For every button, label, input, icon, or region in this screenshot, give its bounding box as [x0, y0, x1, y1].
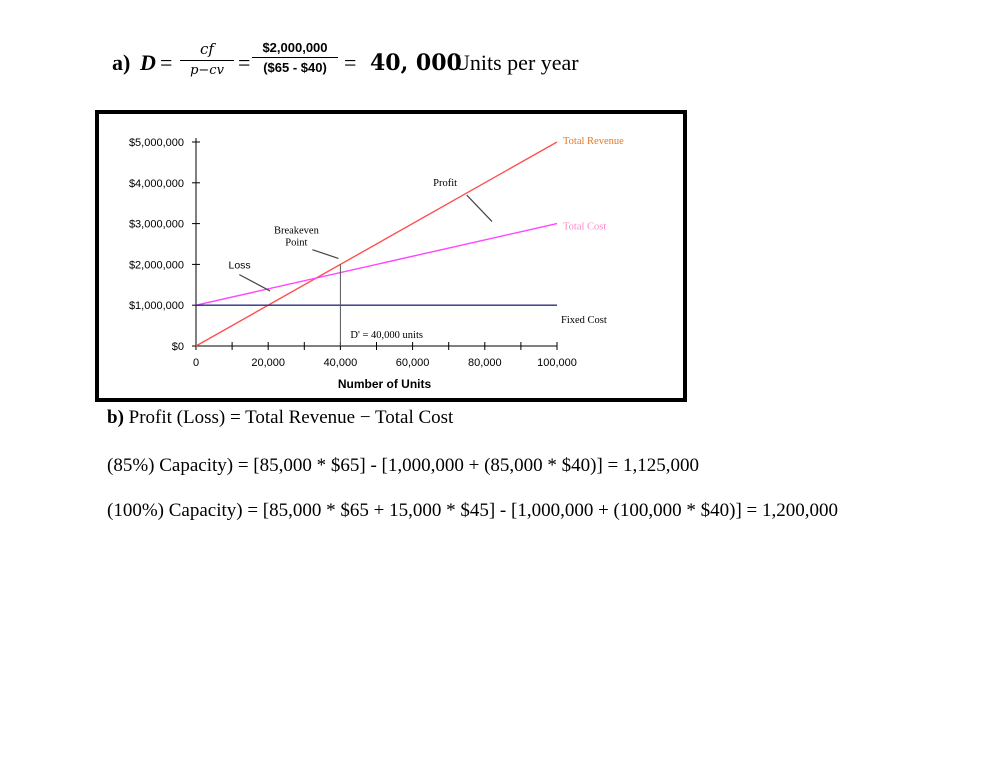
- numeric-fraction: $2,000,000 ($65 - $40): [252, 40, 338, 75]
- y-tick-label: $1,000,000: [129, 300, 184, 312]
- breakeven-annotation: Breakeven: [274, 226, 320, 237]
- series-line: [195, 141, 558, 347]
- formula-result: 40, 000: [370, 50, 462, 76]
- capacity-85-equation: (85%) Capacity) = [85,000 * $65] - [1,00…: [107, 455, 700, 476]
- chart-canvas: $0 $1,000,000 $2,000,000 $3,000,000 $4,000,0…: [129, 136, 624, 391]
- y-tick-label: $2,000,000: [129, 259, 184, 271]
- series-label: Fixed Cost: [561, 315, 607, 326]
- x-tick-label: 60,000: [396, 357, 430, 369]
- dprime-annotation: D' = 40,000 units: [350, 330, 423, 341]
- formula-variable: D: [140, 50, 156, 75]
- equals-sign-2: =: [238, 50, 251, 75]
- x-tick-label: 0: [193, 357, 199, 369]
- breakeven-annotation-line2: Point: [285, 238, 307, 249]
- profit-definition: b) Profit (Loss) = Total Revenue − Total…: [107, 407, 453, 429]
- equals-sign-3: =: [344, 50, 357, 75]
- capacity-100-equation: (100%) Capacity) = [85,000 * $65 + 15,00…: [107, 500, 838, 521]
- series-label: Total Revenue: [563, 136, 624, 147]
- profit-equation: Profit (Loss) = Total Revenue − Total Co…: [128, 407, 454, 428]
- fraction-bar: [180, 60, 234, 61]
- x-tick-label: 80,000: [468, 357, 502, 369]
- breakeven-chart: $0 $1,000,000 $2,000,000 $3,000,000 $4,000,0…: [95, 110, 687, 402]
- fixed-cost-symbol: cf: [200, 40, 214, 58]
- y-tick-label: $0: [172, 341, 184, 353]
- x-tick-label: 100,000: [537, 357, 577, 369]
- series-line: [195, 222, 558, 306]
- y-tick-label: $5,000,000: [129, 137, 184, 149]
- x-axis-title: Number of Units: [338, 377, 432, 391]
- part-b-label: b): [107, 407, 124, 428]
- series-label: Total Cost: [563, 222, 606, 233]
- margin-symbol: p−cv: [190, 63, 224, 78]
- x-tick-label: 20,000: [251, 357, 285, 369]
- equals-sign-1: =: [160, 50, 173, 75]
- symbolic-fraction: cf p−cv: [180, 40, 234, 78]
- formula-units: Units per year: [454, 50, 579, 75]
- margin-value: ($65 - $40): [263, 60, 327, 75]
- y-tick-label: $4,000,000: [129, 178, 184, 190]
- fraction-bar: [252, 57, 338, 58]
- y-tick-label: $3,000,000: [129, 219, 184, 231]
- loss-annotation: Loss: [228, 259, 250, 271]
- profit-annotation: Profit: [433, 178, 457, 189]
- formula-label: a): [112, 50, 131, 75]
- breakeven-pointer: [312, 249, 339, 259]
- breakeven-formula: a) D = cf p−cv = $2,000,000 ($65 - $40) …: [112, 38, 672, 98]
- fixed-cost-value: $2,000,000: [262, 40, 328, 55]
- profit-pointer: [466, 194, 493, 222]
- loss-pointer: [239, 274, 271, 292]
- x-tick-label: 40,000: [324, 357, 358, 369]
